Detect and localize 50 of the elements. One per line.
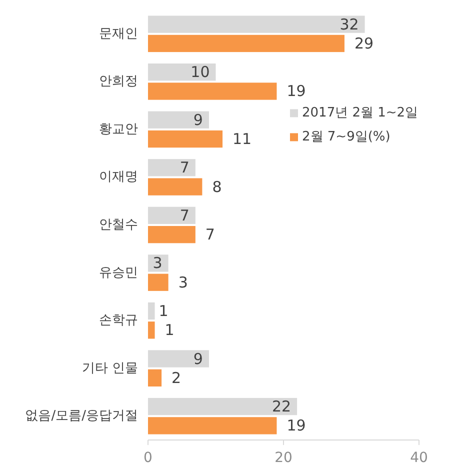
- data-label: 7: [205, 226, 215, 244]
- bar: [148, 130, 223, 148]
- bar: [148, 16, 365, 33]
- data-label: 3: [152, 254, 162, 272]
- bar: [148, 82, 277, 100]
- data-label: 22: [272, 398, 292, 416]
- data-label: 9: [193, 110, 203, 129]
- data-label: 11: [232, 130, 252, 148]
- bar: [148, 398, 298, 416]
- bar: [148, 111, 209, 128]
- x-tick-label: 0: [144, 450, 152, 466]
- data-label: 19: [286, 416, 306, 435]
- bar: [148, 159, 196, 176]
- bar: [148, 417, 277, 434]
- data-label: 10: [190, 63, 210, 82]
- data-label: 7: [180, 206, 190, 224]
- bar: [148, 322, 155, 339]
- bar: [148, 64, 216, 81]
- y-tick-label: 안철수: [99, 218, 138, 232]
- y-tick-label: 황교안: [99, 122, 138, 137]
- data-label: 29: [354, 34, 374, 52]
- data-label: 1: [164, 321, 174, 340]
- data-label: 9: [193, 350, 203, 368]
- y-tick-label: 기타 인물: [82, 360, 138, 376]
- x-tick-label: 40: [410, 450, 428, 466]
- bar: [148, 274, 168, 291]
- data-label: 32: [340, 15, 359, 34]
- data-label: 7: [180, 158, 190, 177]
- legend-label: 2017년 2월 1~2일: [302, 106, 418, 121]
- legend-label: 2월 7~9일(%): [302, 130, 390, 145]
- y-tick-label: 유승민: [99, 265, 138, 280]
- bar: [148, 254, 168, 272]
- data-label: 2: [172, 368, 182, 387]
- bar: [148, 350, 209, 368]
- y-tick-label: 문재인: [99, 26, 138, 42]
- data-label: 1: [158, 302, 168, 320]
- x-tick-label: 20: [274, 450, 292, 466]
- data-label: 8: [212, 178, 222, 196]
- y-tick-label: 없음/모름/응답거절: [25, 408, 138, 424]
- bar: [148, 34, 344, 52]
- bar: [148, 226, 196, 244]
- bar: [148, 369, 162, 386]
- bar: [148, 302, 155, 320]
- bar: [148, 206, 196, 224]
- y-tick-label: 이재명: [99, 170, 138, 185]
- data-label: 19: [286, 82, 306, 100]
- y-tick-label: 안희정: [99, 74, 138, 90]
- bar: [148, 178, 202, 196]
- data-label: 3: [178, 273, 188, 292]
- y-tick-label: 손학규: [99, 313, 138, 328]
